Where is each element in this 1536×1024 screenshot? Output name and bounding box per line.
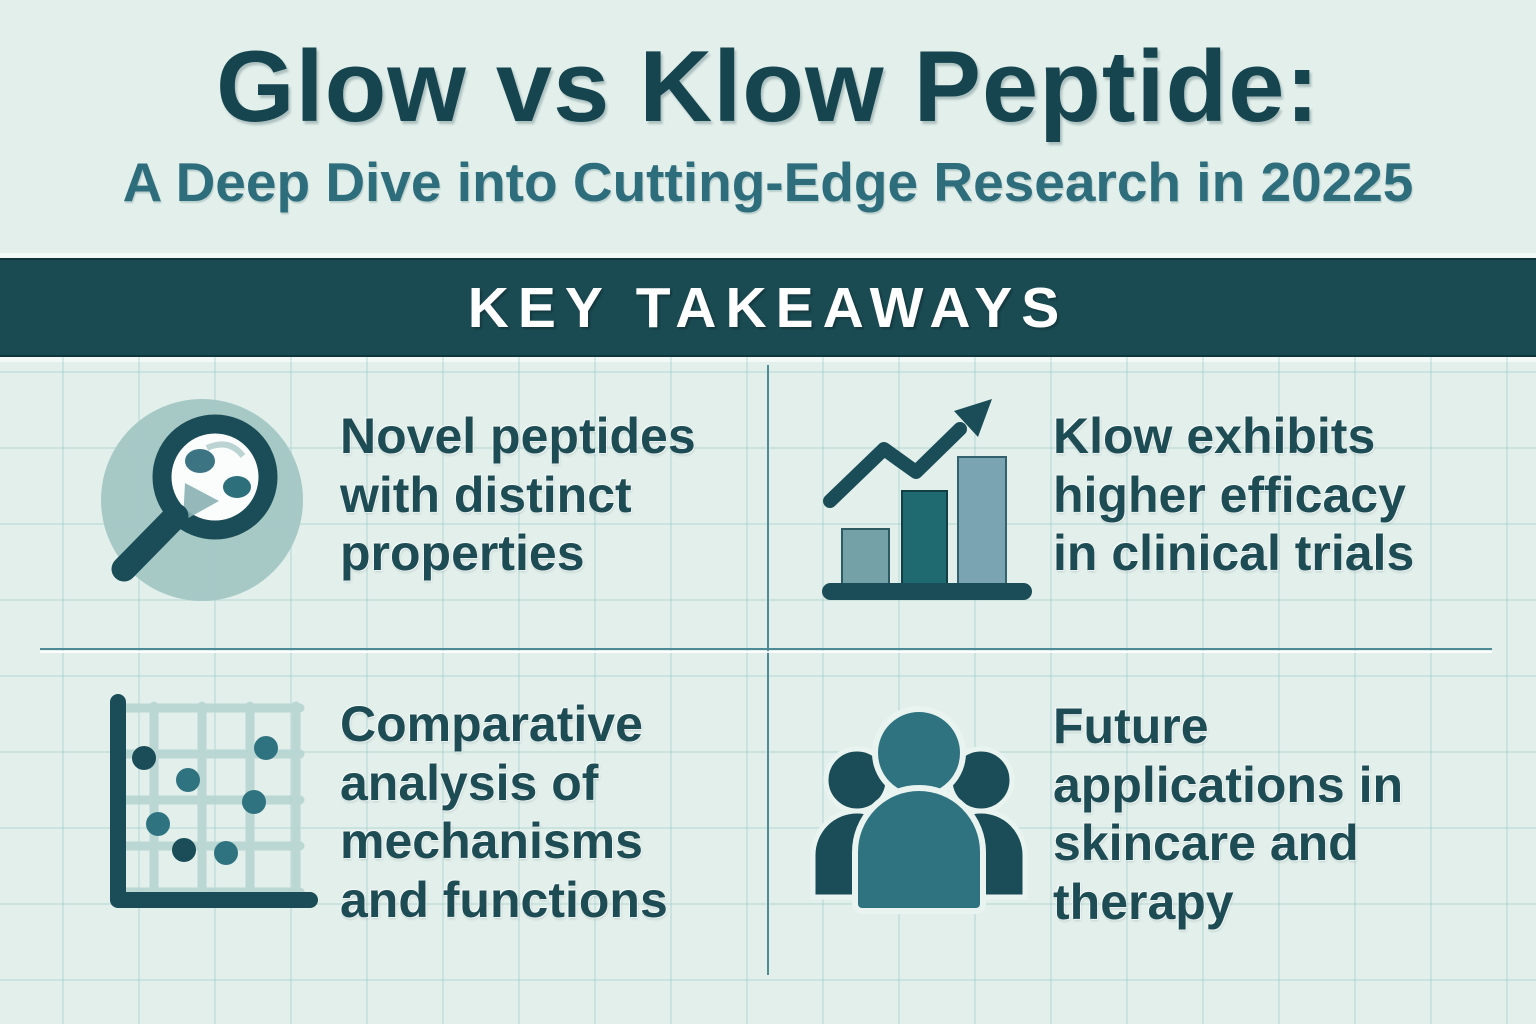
takeaway-text-novel-peptides: Novel peptides with distinct properties [340, 408, 696, 581]
scatter-plot-icon [82, 688, 320, 928]
page-title: Glow vs Klow Peptide: [215, 31, 1321, 143]
page-subtitle: A Deep Dive into Cutting-Edge Research i… [122, 151, 1414, 214]
takeaway-text-klow-efficacy: Klow exhibits higher efficacy in clinica… [1053, 408, 1415, 581]
vertical-divider [767, 365, 769, 975]
people-group-icon [803, 690, 1035, 915]
takeaways-grid: Novel peptides with distinct properties … [0, 357, 1536, 1024]
magnifier-icon [95, 390, 310, 605]
key-takeaways-banner: KEY TAKEAWAYS [0, 258, 1536, 357]
horizontal-divider [40, 648, 1492, 650]
header: Glow vs Klow Peptide: A Deep Dive into C… [0, 0, 1536, 258]
takeaway-text-comparative-analysis: Comparative analysis of mechanisms and f… [340, 696, 668, 928]
takeaway-text-future-applications: Future applications in skincare and ther… [1053, 698, 1404, 930]
trend-bar-chart-icon [812, 395, 1040, 610]
banner-label: KEY TAKEAWAYS [467, 275, 1069, 340]
